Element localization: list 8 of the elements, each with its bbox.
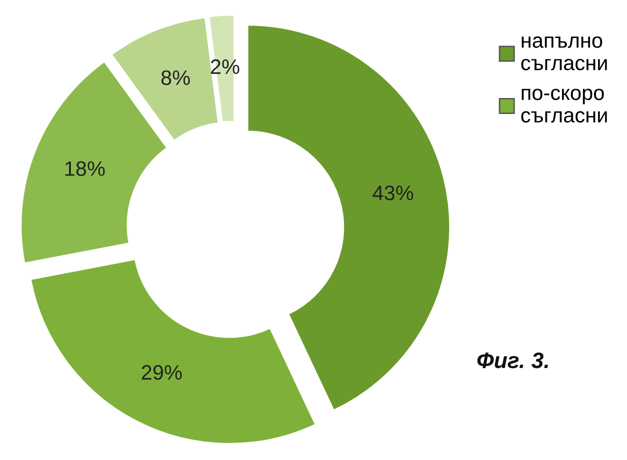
data-label: 43% bbox=[372, 186, 414, 200]
legend-label: по-скоро съгласни bbox=[521, 88, 607, 123]
data-label: 18% bbox=[65, 161, 105, 176]
legend-label: напълно съгласни bbox=[521, 36, 607, 70]
text: Фиг. 3. bbox=[477, 352, 548, 368]
data-label: 8% bbox=[161, 70, 190, 86]
data-label: 2% bbox=[210, 59, 240, 74]
data-label: 29% bbox=[142, 365, 182, 380]
